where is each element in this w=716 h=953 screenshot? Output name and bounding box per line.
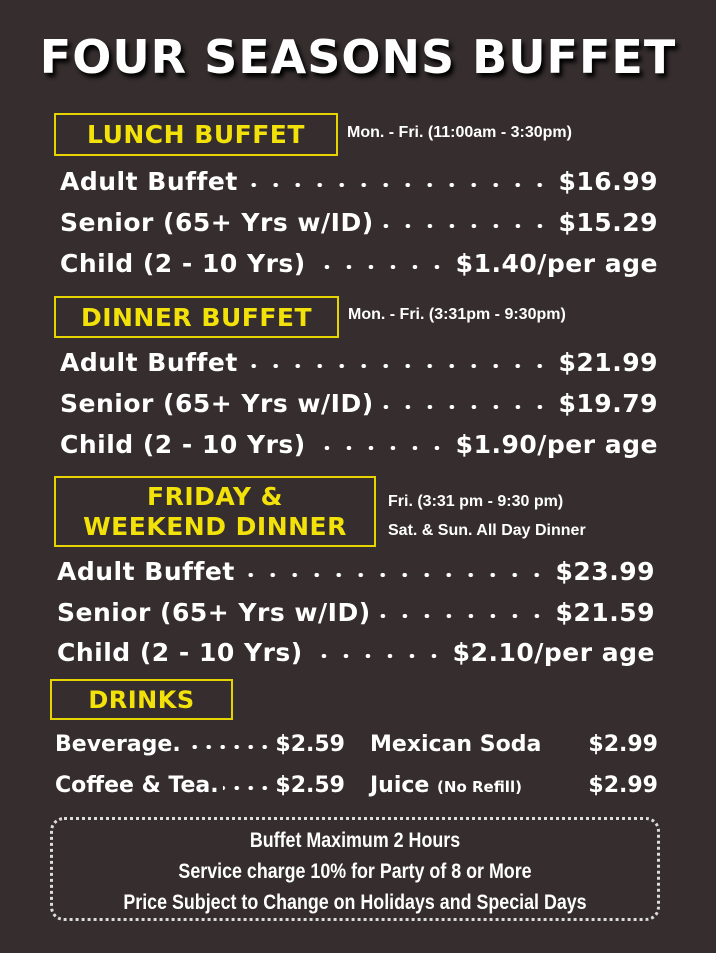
menu-item: Senior (65+ Yrs w/ID) $19.79	[60, 386, 658, 420]
drinks-left: Beverage. $2.59 Coffee & Tea. $2.59	[55, 728, 345, 801]
dot-leader	[313, 446, 448, 450]
item-name: Senior (65+ Yrs w/ID)	[57, 597, 371, 627]
dot-leader	[222, 786, 272, 790]
dinner-heading: DINNER BUFFET	[54, 296, 339, 338]
item-name: Adult Buffet	[57, 556, 235, 586]
dot-leader	[184, 745, 272, 749]
weekend-hours: Fri. (3:31 pm - 9:30 pm) Sat. & Sun. All…	[388, 487, 586, 545]
menu-item: Senior (65+ Yrs w/ID) $15.29	[60, 205, 658, 239]
item-price: $2.99	[588, 731, 658, 757]
dot-leader	[313, 265, 448, 269]
item-name: Senior (65+ Yrs w/ID)	[60, 207, 374, 237]
item-price: $1.40/per age	[455, 248, 658, 278]
weekend-hours-line1: Fri. (3:31 pm - 9:30 pm)	[388, 493, 564, 510]
item-name: Beverage.	[55, 731, 181, 757]
item-name: Adult Buffet	[60, 347, 238, 377]
menu-item: Child (2 - 10 Yrs) $1.90/per age	[60, 427, 658, 461]
item-price: $15.29	[558, 207, 658, 237]
dinner-hours: Mon. - Fri. (3:31pm - 9:30pm)	[348, 306, 566, 323]
dot-leader	[245, 183, 551, 187]
item-name: Mexican Soda	[370, 731, 542, 757]
item-name: Child (2 - 10 Yrs)	[60, 429, 306, 459]
item-price: $1.90/per age	[455, 429, 658, 459]
menu-title: FOUR SEASONS BUFFET	[39, 30, 677, 84]
item-name: Adult Buffet	[60, 166, 238, 196]
weekend-items: Adult Buffet $23.99 Senior (65+ Yrs w/ID)…	[57, 554, 655, 669]
drinks-heading: DRINKS	[50, 679, 233, 720]
item-price: $2.59	[275, 772, 345, 798]
weekend-heading-line1: FRIDAY &	[147, 481, 283, 511]
menu-item: Adult Buffet $23.99	[57, 554, 655, 588]
menu-item: Adult Buffet $21.99	[60, 345, 658, 379]
lunch-items: Adult Buffet $16.99 Senior (65+ Yrs w/ID)…	[60, 164, 658, 280]
lunch-heading: LUNCH BUFFET	[54, 113, 338, 156]
item-price: $16.99	[558, 166, 658, 196]
item-price: $23.99	[555, 556, 655, 586]
item-price: $21.59	[555, 597, 655, 627]
item-name: Child (2 - 10 Yrs)	[57, 637, 303, 667]
item-name: Senior (65+ Yrs w/ID)	[60, 388, 374, 418]
weekend-hours-line2: Sat. & Sun. All Day Dinner	[388, 522, 586, 539]
dot-leader	[242, 573, 548, 577]
dot-leader	[378, 614, 548, 618]
lunch-hours: Mon. - Fri. (11:00am - 3:30pm)	[347, 124, 572, 141]
menu-item: Senior (65+ Yrs w/ID) $21.59	[57, 595, 655, 629]
item-name: Juice	[370, 772, 430, 798]
drinks-right: Mexican Soda $2.99 Juice (No Refill) $2.99	[370, 728, 658, 801]
item-price: $2.10/per age	[452, 637, 655, 667]
item-price: $21.99	[558, 347, 658, 377]
note-line: Buffet Maximum 2 Hours	[249, 829, 461, 852]
drink-item: Coffee & Tea. $2.59	[55, 769, 345, 801]
dinner-items: Adult Buffet $21.99 Senior (65+ Yrs w/ID)…	[60, 345, 658, 461]
drink-item: Juice (No Refill) $2.99	[370, 769, 658, 801]
menu-item: Adult Buffet $16.99	[60, 164, 658, 198]
item-name: Coffee & Tea.	[55, 772, 219, 798]
item-name: Child (2 - 10 Yrs)	[60, 248, 306, 278]
dot-leader	[381, 405, 551, 409]
weekend-heading: FRIDAY & WEEKEND DINNER	[54, 476, 376, 547]
note-line: Price Subject to Change on Holidays and …	[123, 891, 587, 914]
dot-leader	[310, 654, 445, 658]
dot-leader	[245, 364, 551, 368]
note-line: Service charge 10% for Party of 8 or Mor…	[178, 860, 532, 883]
drink-item: Beverage. $2.59	[55, 728, 345, 760]
item-price: $19.79	[558, 388, 658, 418]
dot-leader	[381, 224, 551, 228]
drink-item: Mexican Soda $2.99	[370, 728, 658, 760]
item-price: $2.59	[275, 731, 345, 757]
item-price: $2.99	[588, 772, 658, 798]
weekend-heading-line2: WEEKEND DINNER	[83, 511, 347, 541]
item-note: (No Refill)	[437, 777, 522, 796]
menu-item: Child (2 - 10 Yrs) $1.40/per age	[60, 246, 658, 280]
menu-item: Child (2 - 10 Yrs) $2.10/per age	[57, 635, 655, 669]
notes-box: Buffet Maximum 2 Hours Service charge 10…	[50, 817, 660, 921]
